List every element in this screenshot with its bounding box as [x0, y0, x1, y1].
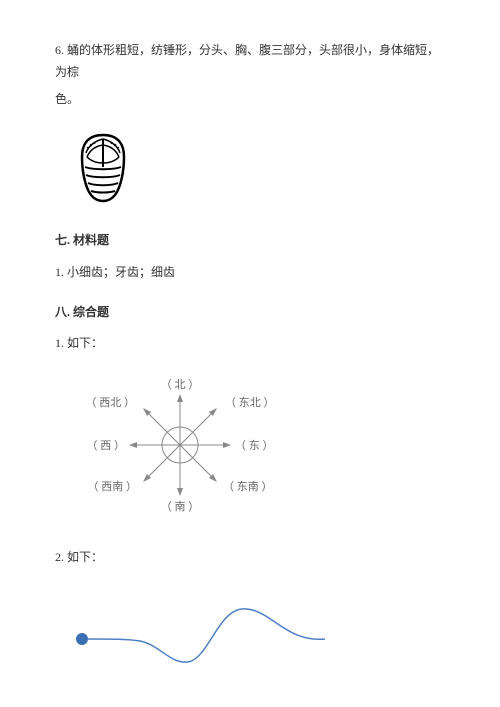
section-8-item-2: 2. 如下：: [55, 547, 445, 569]
compass-southeast-label: （ 东南 ）: [223, 480, 273, 493]
section-8-heading: 八. 综合题: [55, 302, 445, 324]
compass-diagram: （ 北 ） （ 东北 ） （ 东 ） （ 东南 ） （ 南 ） （ 西南 ） （…: [85, 370, 445, 528]
compass-south-label: （ 南 ）: [161, 500, 200, 513]
compass-southwest-label: （ 西南 ）: [88, 480, 138, 493]
pupa-illustration: [73, 131, 445, 211]
wave-curve: [70, 599, 445, 677]
compass-east-label: （ 东 ）: [235, 439, 274, 452]
compass-northwest-label: （ 西北 ）: [86, 396, 136, 409]
compass-west-label: （ 西 ）: [87, 439, 126, 452]
compass-north-label: （ 北 ）: [161, 378, 200, 391]
section-8-item-1: 1. 如下：: [55, 333, 445, 355]
question-6-line2: 色。: [55, 89, 445, 111]
section-7-heading: 七. 材料题: [55, 230, 445, 252]
compass-northeast-label: （ 东北 ）: [225, 396, 275, 409]
question-6-line1: 6. 蛹的体形粗短，纺锤形，分头、胸、腹三部分，头部很小，身体缩短，为棕: [55, 40, 445, 83]
section-7-item-1: 1. 小细齿；牙齿；细齿: [55, 262, 445, 284]
